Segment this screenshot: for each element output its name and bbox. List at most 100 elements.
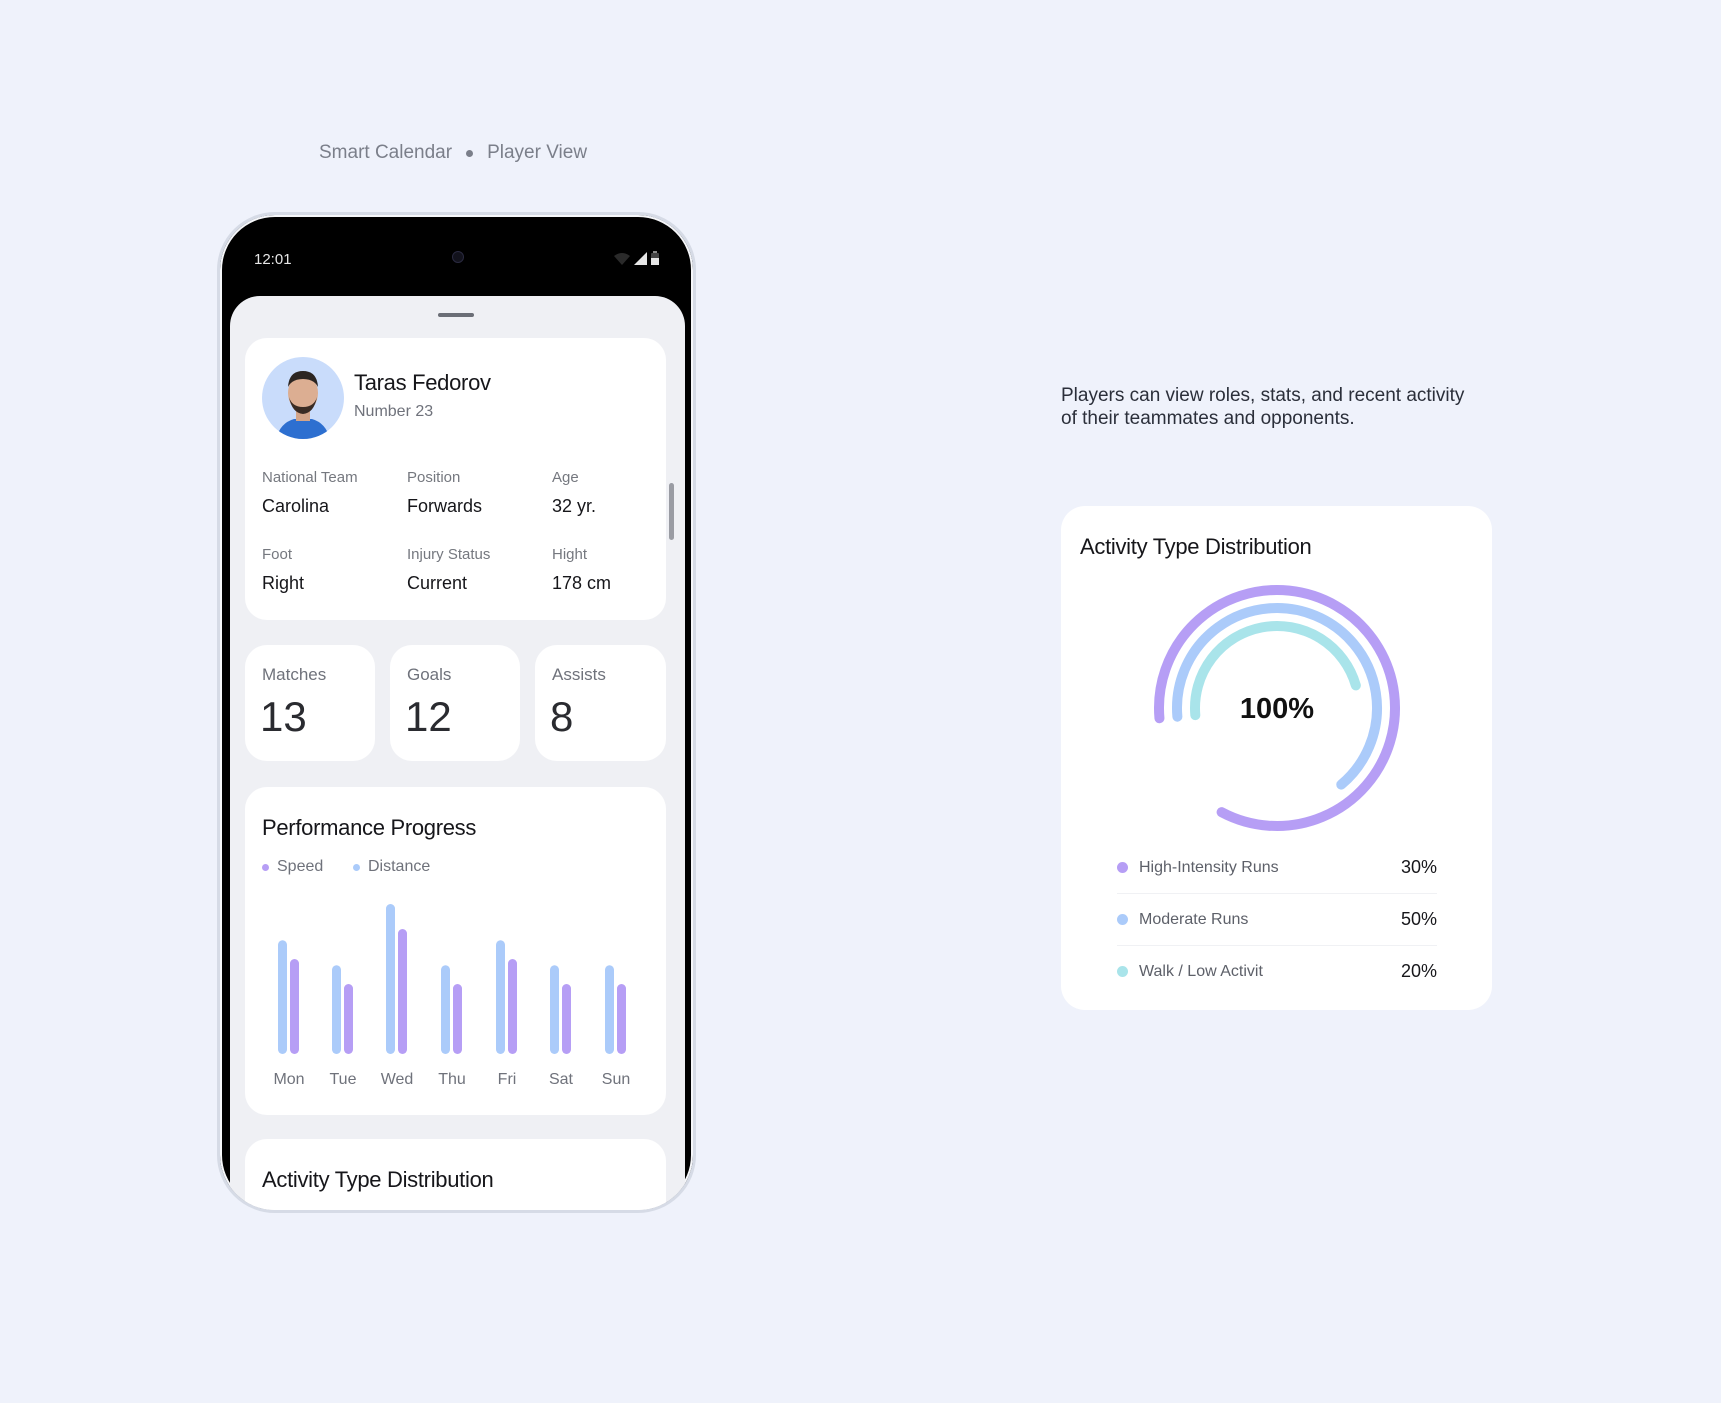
activity-card-preview: Activity Type Distribution [245,1139,666,1210]
x-tick-label: Mon [273,1071,304,1088]
info-value: Forwards [407,496,483,516]
x-tick-label: Fri [498,1071,517,1088]
legend-row-moderate: Moderate Runs 50% [1117,894,1437,945]
distribution-title: Activity Type Distribution [1080,534,1312,559]
x-tick-label: Sun [602,1071,630,1088]
info-value: 178 cm [552,573,612,593]
info-height: Hight 178 cm [552,546,611,594]
stat-label: Matches [262,665,327,684]
bar-speed-wed [398,929,407,1054]
phone-mockup: 12:01 Taras Fedorov Number 23 National T… [217,212,696,1213]
bar-speed-sun [617,984,626,1054]
legend-row-high-intensity: High-Intensity Runs 30% [1117,842,1437,893]
page-header: Smart Calendar Player View [319,142,587,164]
header-left: Smart Calendar [319,142,453,163]
bar-distance-sat [550,965,559,1054]
info-label: Injury Status [407,546,491,563]
info-injury-status: Injury Status Current [407,546,490,594]
bar-distance-tue [332,965,341,1054]
bar-chart: Mon Tue Wed Thu Fri Sat Sun [273,904,630,1088]
legend-label: High-Intensity Runs [1139,858,1279,876]
bar-speed-fri [508,959,517,1054]
legend-row-walk: Walk / Low Activit 20% [1117,946,1437,997]
x-tick-label: Tue [330,1071,357,1088]
x-tick-label: Wed [381,1071,414,1088]
stat-value: 12 [405,693,452,740]
status-icons [614,251,659,265]
stat-label: Assists [552,665,606,684]
donut-arc-1 [1154,585,1400,831]
performance-title: Performance Progress [262,815,477,840]
info-national-team: National Team Carolina [262,469,358,517]
wifi-icon [614,253,630,265]
donut-arc-2 [1172,603,1382,790]
legend-percent: 30% [1400,857,1437,877]
drag-handle[interactable] [438,313,474,317]
info-value: Current [407,573,468,593]
battery-icon [651,251,659,265]
bar-speed-sat [562,984,571,1054]
stat-card-goals: Goals 12 [390,645,520,761]
legend-label: Distance [368,858,431,875]
legend-label: Speed [277,858,324,875]
legend-dot [1117,914,1128,925]
legend-label: Walk / Low Activit [1139,962,1263,980]
signal-icon [634,252,647,265]
legend-dot [1117,966,1128,977]
camera-icon [452,251,464,263]
divider [1117,893,1437,894]
legend-percent: 50% [1400,909,1437,929]
info-value: 32 yr. [552,496,597,516]
info-label: Hight [552,546,588,563]
info-label: National Team [262,469,358,486]
stat-card-assists: Assists 8 [535,645,666,761]
legend-label: Moderate Runs [1139,910,1249,928]
x-tick-label: Thu [438,1071,466,1088]
status-time: 12:01 [254,251,292,268]
bar-speed-tue [344,984,353,1054]
bar-speed-thu [453,984,462,1054]
activity-title: Activity Type Distribution [262,1167,494,1192]
donut-arc-3 [1190,621,1361,721]
bar-distance-wed [386,904,395,1054]
legend-dot [1117,862,1128,873]
donut-center-label: 100% [1240,693,1314,725]
info-label: Age [552,469,579,486]
stat-value: 13 [260,693,307,740]
legend-dot [262,863,269,871]
stat-card-matches: Matches 13 [245,645,375,761]
description-text: Players can view roles, stats, and recen… [1061,385,1465,429]
bottom-sheet: Taras Fedorov Number 23 National Team Car… [230,296,685,1210]
legend-percent: 20% [1400,961,1437,981]
x-tick-label: Sat [549,1071,574,1088]
activity-distribution-card: Activity Type Distribution 100% High-Int… [1061,506,1492,1010]
info-foot: Foot Right [262,546,304,594]
player-photo [276,371,330,439]
avatar [262,357,344,439]
bar-speed-mon [290,959,299,1054]
player-name: Taras Fedorov [354,370,491,395]
scrollbar[interactable] [669,483,674,540]
bar-distance-mon [278,940,287,1054]
bar-distance-sun [605,965,614,1054]
info-value: Right [262,573,305,593]
stat-label: Goals [407,665,452,684]
info-label: Position [407,469,461,486]
separator-dot [466,149,474,157]
performance-card: Performance Progress Speed Distance Mon T… [245,787,666,1115]
divider [1117,945,1437,946]
info-age: Age 32 yr. [552,469,596,517]
donut-chart: 100% [1154,585,1400,831]
info-position: Position Forwards [407,469,482,517]
bar-distance-thu [441,965,450,1054]
legend-speed: Speed [262,858,323,876]
info-label: Foot [262,546,293,563]
profile-card: Taras Fedorov Number 23 National Team Car… [245,338,666,620]
legend-dot [353,863,360,871]
player-number: Number 23 [354,403,434,420]
info-value: Carolina [262,496,330,516]
header-right: Player View [487,142,588,163]
bar-distance-fri [496,940,505,1054]
legend-distance: Distance [353,858,430,876]
stat-value: 8 [550,693,574,740]
